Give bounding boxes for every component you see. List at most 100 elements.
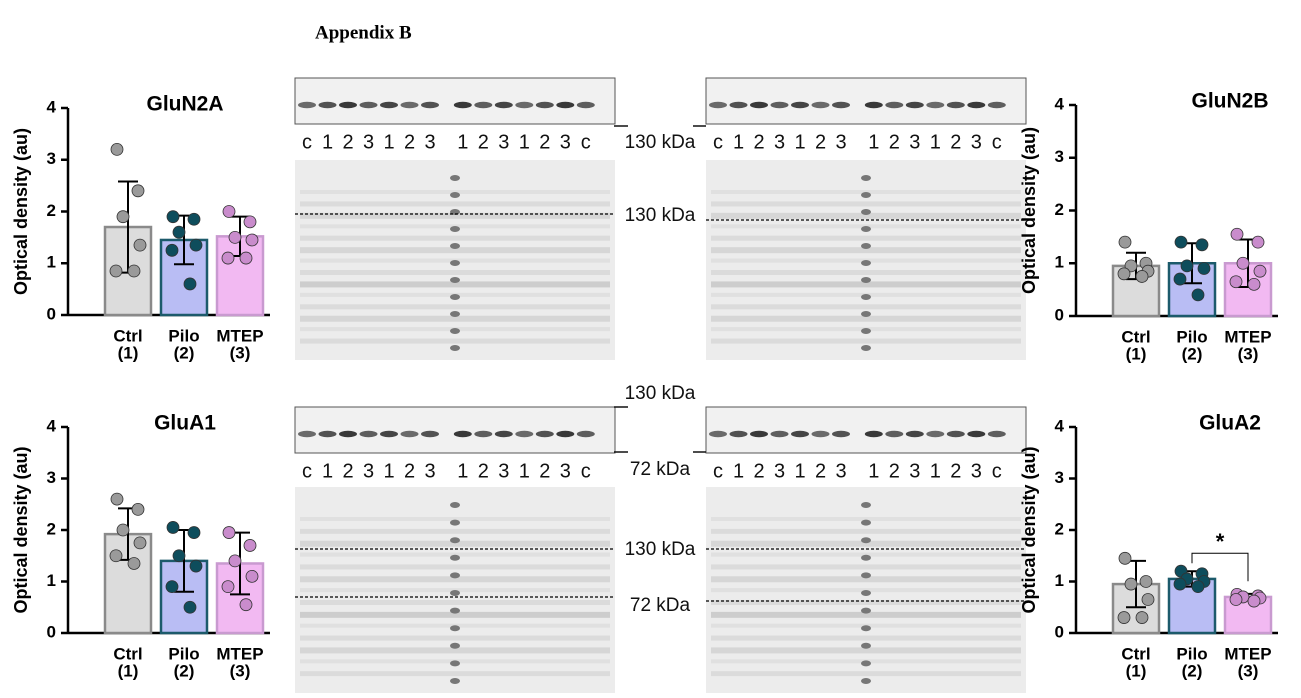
data-point	[134, 239, 146, 251]
lane-label: 3	[835, 131, 846, 153]
membrane-band	[711, 636, 1021, 641]
blot-band	[791, 431, 809, 437]
y-tick-label: 1	[47, 571, 56, 590]
lane-label: c	[992, 460, 1002, 482]
data-point	[134, 537, 146, 549]
lane-label: 1	[383, 460, 394, 482]
data-point	[166, 244, 178, 256]
ladder-band	[450, 625, 460, 631]
blot-band	[380, 102, 398, 108]
blot-band	[906, 431, 924, 437]
lane-label: 2	[478, 460, 489, 482]
blot-band	[885, 102, 903, 108]
x-tick-group-label: (1)	[1126, 344, 1147, 363]
lane-label: 3	[909, 131, 920, 153]
lane-label: c	[302, 460, 312, 482]
blot-band	[832, 431, 850, 437]
blot-box	[706, 407, 1026, 453]
figure: Appendix B c123123123123cc123123123123cc…	[0, 0, 1301, 693]
y-tick-label: 1	[1055, 253, 1064, 272]
blot-band	[906, 102, 924, 108]
lane-label: 3	[560, 131, 571, 153]
y-tick-label: 4	[1055, 94, 1065, 113]
ladder-band	[450, 243, 460, 249]
lane-label: 2	[342, 131, 353, 153]
lane-label: 3	[774, 131, 785, 153]
data-point	[1231, 228, 1243, 240]
x-tick-group-label: (3)	[1238, 661, 1259, 680]
data-point	[1181, 260, 1193, 272]
blot-band	[832, 102, 850, 108]
data-point	[1118, 268, 1130, 280]
data-point	[184, 601, 196, 613]
lane-label: c	[713, 460, 723, 482]
blot-band	[967, 102, 985, 108]
blot-band	[730, 431, 748, 437]
blot-band	[885, 431, 903, 437]
data-point	[111, 143, 123, 155]
y-tick-label: 2	[1055, 519, 1064, 538]
ladder-band	[861, 260, 871, 266]
blot-band	[360, 102, 378, 108]
data-point	[111, 493, 123, 505]
data-point	[110, 265, 122, 277]
y-axis-label: Optical density (au)	[11, 128, 31, 295]
y-tick-label: 0	[1055, 305, 1064, 324]
y-tick-label: 0	[47, 622, 56, 641]
lane-label: 3	[363, 460, 374, 482]
data-point	[1198, 263, 1210, 275]
lane-label: c	[713, 131, 723, 153]
blot-band	[536, 102, 554, 108]
blot-band	[339, 102, 357, 108]
lane-label: 1	[322, 131, 333, 153]
lane-label: 2	[478, 131, 489, 153]
lane-label: 2	[404, 460, 415, 482]
data-point	[1192, 289, 1204, 301]
lane-label: 2	[950, 460, 961, 482]
y-tick-label: 4	[47, 416, 57, 435]
ladder-band	[450, 537, 460, 543]
lane-label: 2	[889, 131, 900, 153]
data-point	[173, 226, 185, 238]
blot-band	[771, 431, 789, 437]
y-tick-label: 2	[1055, 200, 1064, 219]
membrane-band	[711, 304, 1021, 309]
lane-label: 1	[794, 460, 805, 482]
lane-label: 1	[868, 460, 879, 482]
blot-band	[750, 102, 768, 108]
membrane-band	[711, 236, 1021, 241]
marker-label: 130 kDa	[625, 539, 696, 560]
data-point	[1237, 257, 1249, 269]
ladder-band	[861, 660, 871, 666]
membrane-band	[711, 529, 1021, 534]
ladder-band	[450, 678, 460, 684]
data-point	[117, 211, 129, 223]
lane-label: 1	[519, 460, 530, 482]
lane-label: 1	[794, 131, 805, 153]
blot-band	[380, 431, 398, 437]
blot-band	[454, 102, 472, 108]
blot-band	[474, 431, 492, 437]
x-tick-group-label: (3)	[230, 343, 251, 362]
blot-band	[988, 102, 1006, 108]
ladder-band	[450, 277, 460, 283]
data-point	[244, 539, 256, 551]
ladder-band	[450, 175, 460, 181]
lane-label: 3	[909, 460, 920, 482]
data-point	[240, 599, 252, 611]
blot-band	[454, 431, 472, 437]
blot-band	[339, 431, 357, 437]
ladder-band	[450, 608, 460, 614]
blot-band	[360, 431, 378, 437]
blot-band	[421, 102, 439, 108]
ladder-band	[450, 502, 460, 508]
data-point	[132, 185, 144, 197]
ladder-band	[450, 520, 460, 526]
blot-band	[474, 102, 492, 108]
membrane-band	[711, 201, 1021, 206]
significance-label: *	[1216, 529, 1225, 554]
ladder-band	[861, 625, 871, 631]
lane-label: 1	[383, 131, 394, 153]
blot-band	[556, 102, 574, 108]
chart-title: GluN2A	[146, 93, 223, 116]
